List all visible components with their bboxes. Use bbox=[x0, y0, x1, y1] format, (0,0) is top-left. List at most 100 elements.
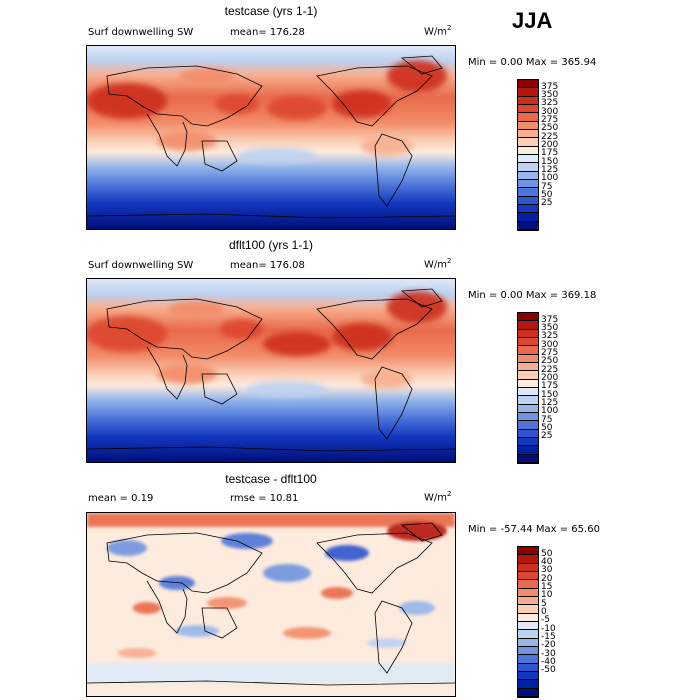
panel-1-title: testcase (yrs 1-1) bbox=[224, 4, 318, 18]
colorbar-label: 5 bbox=[541, 598, 547, 609]
colorbar-box bbox=[518, 337, 538, 347]
colorbar-label: -20 bbox=[541, 640, 556, 651]
colorbar-label: -15 bbox=[541, 632, 556, 643]
colorbar-box bbox=[518, 446, 538, 455]
season-label: JJA bbox=[512, 8, 553, 33]
colorbar-label: 30 bbox=[541, 565, 553, 576]
colorbar-box bbox=[518, 129, 538, 139]
colorbar-box bbox=[518, 163, 538, 172]
colorbar-label: 225 bbox=[541, 364, 559, 375]
colorbar-box bbox=[518, 563, 538, 572]
colorbar-label: 50 bbox=[541, 190, 553, 201]
colorbar-box bbox=[518, 96, 538, 105]
colorbar-box bbox=[518, 404, 538, 413]
colorbar-box bbox=[518, 213, 538, 222]
panel-3-title: testcase - dflt100 bbox=[225, 472, 317, 486]
colorbar-label: 100 bbox=[541, 173, 559, 184]
colorbar-label: 250 bbox=[541, 123, 559, 134]
colorbar-box bbox=[518, 379, 538, 388]
colorbar-label: 250 bbox=[541, 356, 559, 367]
colorbar-box bbox=[518, 621, 538, 631]
colorbar-box bbox=[518, 605, 538, 614]
colorbar-label: 0 bbox=[541, 607, 547, 618]
colorbar-box bbox=[518, 138, 538, 147]
colorbar-label: 150 bbox=[541, 389, 559, 400]
colorbar-label: 275 bbox=[541, 348, 559, 359]
colorbar-box bbox=[518, 421, 538, 430]
colorbar-box bbox=[518, 588, 538, 597]
panel-1-minmax: Min = 0.00 Max = 365.94 bbox=[468, 57, 597, 68]
panel-3-colorbar bbox=[517, 546, 539, 698]
colorbar-box bbox=[518, 437, 538, 447]
colorbar-label: 325 bbox=[541, 98, 559, 109]
panel-3-colorbar-boxes bbox=[518, 547, 538, 697]
panel-2-colorbar bbox=[517, 312, 539, 464]
colorbar-label: 75 bbox=[541, 414, 553, 425]
panel-3-rmse: rmse = 10.81 bbox=[230, 493, 299, 504]
colorbar-label: 175 bbox=[541, 381, 559, 392]
colorbar-box bbox=[518, 638, 538, 647]
panel-3-colorbar-labels: 50 40 30 20 15 10 5 0 -5 -10 -15 -20 -30 -40 -50 bbox=[517, 546, 577, 696]
colorbar-label: 15 bbox=[541, 582, 553, 593]
colorbar-box bbox=[518, 204, 538, 214]
colorbar-box bbox=[518, 396, 538, 405]
colorbar-label: 350 bbox=[541, 90, 559, 101]
panel-2-colorbar-boxes bbox=[518, 313, 538, 463]
colorbar-box bbox=[518, 362, 538, 372]
panel-1-variable: Surf downwelling SW bbox=[88, 27, 194, 38]
colorbar-label: 25 bbox=[541, 198, 553, 209]
colorbar-box bbox=[518, 387, 538, 397]
panel-2-colorbar-labels: 375 350 325 300 275 250 225 200 175 150 125 100 75 50… bbox=[517, 312, 577, 462]
colorbar-label: 75 bbox=[541, 181, 553, 192]
panel-3-mean: mean = 0.19 bbox=[88, 493, 154, 504]
colorbar-box bbox=[518, 655, 538, 664]
colorbar-box bbox=[518, 196, 538, 205]
colorbar-label: 175 bbox=[541, 148, 559, 159]
panel-2-variable: Surf downwelling SW bbox=[88, 260, 194, 271]
colorbar-box bbox=[518, 547, 538, 556]
colorbar-label: 375 bbox=[541, 81, 559, 92]
colorbar-label: -5 bbox=[541, 615, 550, 626]
colorbar-box bbox=[518, 80, 538, 89]
colorbar-label: 225 bbox=[541, 131, 559, 142]
colorbar-box bbox=[518, 630, 538, 639]
colorbar-box bbox=[518, 412, 538, 422]
colorbar-box bbox=[518, 671, 538, 681]
colorbar-box bbox=[518, 221, 538, 230]
colorbar-label: 300 bbox=[541, 339, 559, 350]
colorbar-box bbox=[518, 113, 538, 122]
panel-3-field bbox=[87, 513, 455, 696]
colorbar-box bbox=[518, 354, 538, 363]
colorbar-box bbox=[518, 146, 538, 155]
colorbar-label: -40 bbox=[541, 657, 556, 668]
colorbar-box bbox=[518, 329, 538, 338]
panel-3-minmax: Min = -57.44 Max = 65.60 bbox=[468, 524, 600, 535]
colorbar-label: -10 bbox=[541, 623, 556, 634]
colorbar-box bbox=[518, 454, 538, 463]
colorbar-label: -30 bbox=[541, 648, 556, 659]
colorbar-label: 275 bbox=[541, 115, 559, 126]
colorbar-label: 20 bbox=[541, 573, 553, 584]
panel-1-colorbar-labels: 375 350 325 300 275 250 225 200 175 150 125 100 75 50… bbox=[517, 79, 577, 229]
colorbar-box bbox=[518, 179, 538, 189]
colorbar-box bbox=[518, 646, 538, 656]
panel-2-map bbox=[86, 278, 456, 463]
colorbar-label: 100 bbox=[541, 406, 559, 417]
colorbar-label: 50 bbox=[541, 423, 553, 434]
colorbar-box bbox=[518, 571, 538, 581]
colorbar-label: 200 bbox=[541, 373, 559, 384]
colorbar-box bbox=[518, 154, 538, 164]
panel-1-units: W/m2 bbox=[424, 24, 452, 38]
colorbar-label: -50 bbox=[541, 665, 556, 676]
colorbar-box bbox=[518, 688, 538, 697]
colorbar-box bbox=[518, 321, 538, 330]
colorbar-box bbox=[518, 188, 538, 197]
panel-2-field bbox=[87, 279, 455, 462]
colorbar-box bbox=[518, 580, 538, 589]
colorbar-label: 40 bbox=[541, 557, 553, 568]
panel-1-colorbar bbox=[517, 79, 539, 231]
colorbar-box bbox=[518, 429, 538, 438]
colorbar-label: 125 bbox=[541, 165, 559, 176]
colorbar-label: 50 bbox=[541, 548, 553, 559]
colorbar-box bbox=[518, 613, 538, 622]
